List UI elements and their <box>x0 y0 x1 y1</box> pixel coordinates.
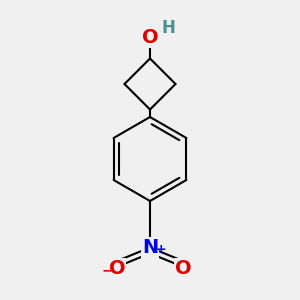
Text: O: O <box>109 259 125 278</box>
Text: O: O <box>175 259 191 278</box>
Text: H: H <box>162 19 176 37</box>
Text: +: + <box>155 243 166 256</box>
Text: O: O <box>142 28 158 47</box>
Text: −: − <box>102 264 113 278</box>
Text: N: N <box>142 238 158 257</box>
